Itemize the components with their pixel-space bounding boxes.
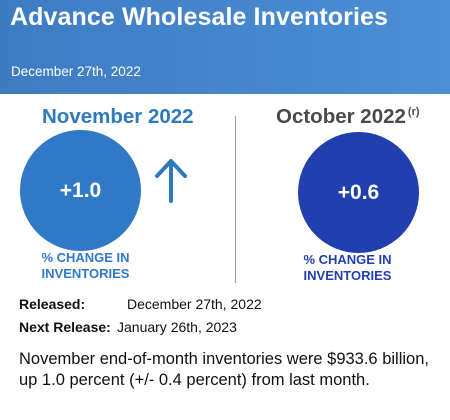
previous-period-text: October 2022 — [276, 105, 406, 128]
next-release-row: Next Release: January 26th, 2023 — [19, 319, 237, 335]
released-label: Released: — [19, 296, 86, 312]
next-release-label: Next Release: — [19, 319, 111, 335]
current-caption-line1: % CHANGE IN — [41, 250, 130, 265]
released-row: Released: December 27th, 2022 — [19, 296, 262, 312]
released-value: December 27th, 2022 — [127, 296, 262, 312]
page-title: Advance Wholesale Inventories — [10, 3, 389, 31]
next-release-value: January 26th, 2023 — [117, 319, 237, 335]
previous-caption-line1: % CHANGE IN — [303, 252, 392, 267]
arrow-up-icon — [155, 159, 187, 203]
current-value: +1.0 — [59, 178, 102, 202]
previous-period-label: October 2022 (r) — [276, 105, 420, 129]
header-date: December 27th, 2022 — [11, 64, 141, 79]
current-period-label: November 2022 — [42, 105, 194, 128]
summary-text: November end-of-month inventories were $… — [19, 350, 429, 389]
current-value-circle: +1.0 — [20, 130, 141, 251]
previous-caption-line2: INVENTORIES — [303, 268, 392, 283]
current-caption-line2: INVENTORIES — [41, 266, 130, 281]
column-divider — [235, 116, 236, 283]
current-caption: % CHANGE IN INVENTORIES — [18, 250, 153, 282]
previous-value-circle: +0.6 — [298, 132, 419, 253]
revised-marker: (r) — [407, 106, 420, 119]
previous-value: +0.6 — [337, 180, 380, 204]
previous-caption: % CHANGE IN INVENTORIES — [280, 252, 415, 284]
header-banner: Advance Wholesale Inventories December 2… — [0, 0, 450, 94]
